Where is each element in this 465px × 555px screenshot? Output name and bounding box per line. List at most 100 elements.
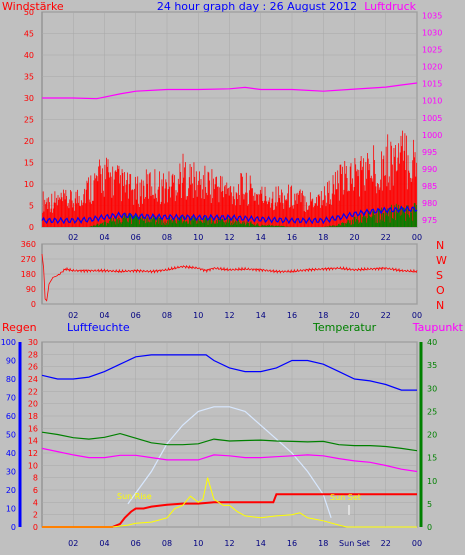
direction-tick-label: 360 xyxy=(21,240,36,249)
x-tick-label: 12 xyxy=(224,311,234,320)
humidity-tick-label: 40 xyxy=(6,449,16,458)
x-tick-label: 02 xyxy=(68,311,78,320)
wind-tick-label: 15 xyxy=(24,159,34,168)
x-tick-label: 02 xyxy=(68,539,78,548)
wind-tick-label: 10 xyxy=(24,180,34,189)
x-tick-label: 22 xyxy=(381,539,391,548)
humidity-tick-label: 70 xyxy=(6,394,16,403)
temperature-tick-label: 5 xyxy=(427,500,432,509)
pressure-tick-label: 1035 xyxy=(422,11,442,20)
x-tick-label: 18 xyxy=(318,233,328,242)
x-tick-label: 18 xyxy=(318,539,328,548)
humidity-tick-label: 80 xyxy=(6,375,16,384)
direction-tick-label: 180 xyxy=(21,270,36,279)
compass-label: N xyxy=(436,299,444,312)
rain-tick-label: 6 xyxy=(33,486,38,495)
x-tick-label: 00 xyxy=(412,311,422,320)
x-tick-label: 08 xyxy=(162,311,172,320)
rain-tick-label: 4 xyxy=(33,498,38,507)
sunshine-line xyxy=(42,477,417,528)
dewpoint-line xyxy=(41,447,418,473)
x-tick-label: 02 xyxy=(68,233,78,242)
wind-axis-title: Windstärke xyxy=(2,0,64,13)
sun-rise-label: Sun Rise xyxy=(117,492,152,501)
wind-tick-label: 25 xyxy=(24,116,34,125)
pressure-tick-label: 1000 xyxy=(422,131,442,140)
compass-label: N xyxy=(436,239,444,252)
temperature-tick-label: 10 xyxy=(427,477,437,486)
x-tick-label: 10 xyxy=(193,311,203,320)
x-tick-label: 16 xyxy=(287,233,297,242)
x-tick-label: 12 xyxy=(224,233,234,242)
pressure-ticks: 975 980 985 990 995 1000 1005 1010 1015 1020 1025 1… xyxy=(422,11,442,225)
x-tick-label: 10 xyxy=(193,539,203,548)
pressure-line xyxy=(42,82,418,100)
x-tick-label: 04 xyxy=(99,233,109,242)
x-tick-label: 18 xyxy=(318,311,328,320)
rain-tick-label: 24 xyxy=(28,375,38,384)
rain-tick-label: 12 xyxy=(28,449,38,458)
x-tick-label: 10 xyxy=(193,233,203,242)
temperature-tick-label: 25 xyxy=(427,407,437,416)
humidity-tick-label: 30 xyxy=(6,468,16,477)
rain-tick-label: 0 xyxy=(33,523,38,532)
humidity-axis-title: Luftfeuchte xyxy=(67,321,130,334)
x-tick-label: 20 xyxy=(349,311,359,320)
pressure-axis-title: Luftdruck xyxy=(364,0,416,13)
rain-tick-label: 18 xyxy=(28,412,38,421)
humidity-tick-label: 90 xyxy=(6,357,16,366)
wind-series xyxy=(41,82,418,227)
temperature-tick-label: 40 xyxy=(427,338,437,347)
humidity-tick-label: 60 xyxy=(6,412,16,421)
pressure-tick-label: 985 xyxy=(422,182,437,191)
x-tick-label: 06 xyxy=(131,539,141,548)
chart-title: 24 hour graph day : 26 August 2012 xyxy=(157,0,357,13)
wind-ticks: 0 5 10 15 20 25 30 35 40 45 50 xyxy=(24,8,34,232)
compass-label: S xyxy=(436,269,443,282)
humidity-line xyxy=(41,354,417,391)
direction-x-ticks: 02 04 06 08 10 12 14 16 18 20 22 00 xyxy=(68,311,422,320)
direction-ticks: 0 90 180 270 360 xyxy=(21,240,36,309)
x-tick-label: 04 xyxy=(99,539,109,548)
direction-grid xyxy=(42,243,418,305)
humidity-ticks: 0 10 20 30 40 50 60 70 80 90 100 xyxy=(1,338,16,532)
rain-tick-label: 20 xyxy=(28,400,38,409)
rain-tick-label: 28 xyxy=(28,350,38,359)
humidity-tick-label: 50 xyxy=(6,431,16,440)
x-tick-label: Sun Set xyxy=(339,539,370,548)
climate-series xyxy=(41,354,418,528)
compass-label: W xyxy=(436,254,447,267)
pressure-tick-label: 1015 xyxy=(422,80,442,89)
x-tick-label: 20 xyxy=(349,233,359,242)
x-tick-label: 06 xyxy=(131,311,141,320)
climate-x-ticks: 02 04 06 08 10 12 14 16 18 Sun Set 22 00 xyxy=(68,539,422,548)
pressure-tick-label: 975 xyxy=(422,216,437,225)
compass-label: O xyxy=(436,284,445,297)
wind-tick-label: 50 xyxy=(24,8,34,17)
rain-tick-label: 22 xyxy=(28,387,38,396)
temperature-axis-title: Temperatur xyxy=(312,321,377,334)
rain-tick-label: 2 xyxy=(33,511,38,520)
climate-grid xyxy=(42,341,418,528)
temperature-tick-label: 0 xyxy=(427,523,432,532)
pressure-tick-label: 990 xyxy=(422,165,437,174)
x-tick-label: 14 xyxy=(256,539,266,548)
pressure-tick-label: 1020 xyxy=(422,63,442,72)
humidity-tick-label: 10 xyxy=(6,505,16,514)
direction-tick-label: 270 xyxy=(21,255,36,264)
sun-set-label: Sun Set xyxy=(330,493,361,502)
x-tick-label: 12 xyxy=(224,539,234,548)
wind-tick-label: 45 xyxy=(24,30,34,39)
wind-average-line xyxy=(41,205,418,225)
x-tick-label: 14 xyxy=(256,233,266,242)
rain-line xyxy=(42,493,417,528)
wind-tick-label: 5 xyxy=(29,202,34,211)
rain-tick-label: 30 xyxy=(28,338,38,347)
pressure-tick-label: 1025 xyxy=(422,46,442,55)
x-tick-label: 00 xyxy=(412,233,422,242)
rain-tick-label: 10 xyxy=(28,461,38,470)
pressure-tick-label: 995 xyxy=(422,148,437,157)
